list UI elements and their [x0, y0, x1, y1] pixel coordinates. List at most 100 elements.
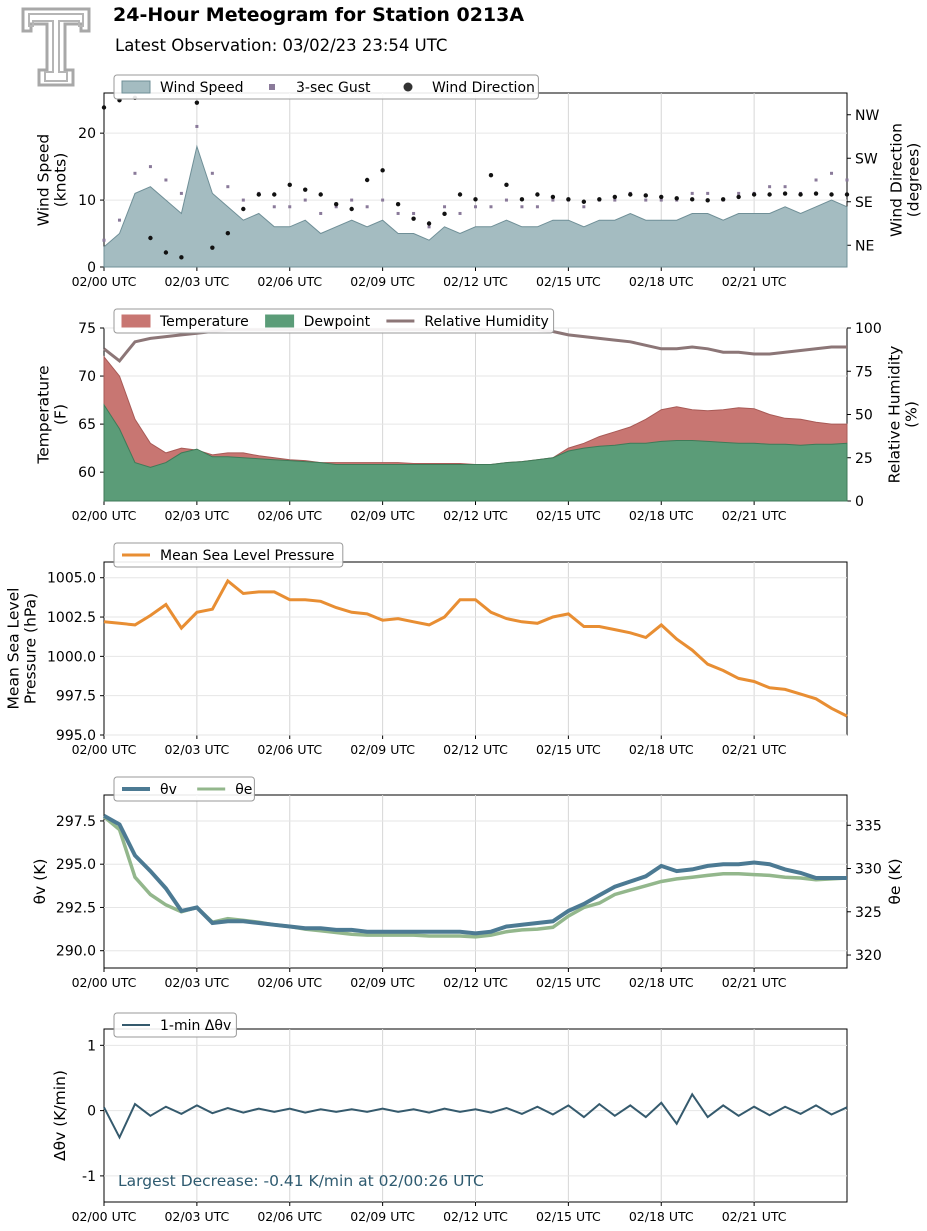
theta-e-axis-label: θe (K) [886, 858, 904, 904]
axis-label-line: Pressure (hPa) [22, 593, 40, 704]
legend-label: θv [160, 782, 177, 798]
pressure-line [103, 578, 848, 718]
x-tick-label: 02/00 UTC [72, 742, 137, 757]
gust-marker [551, 198, 555, 202]
y2-tick-label: 320 [855, 948, 882, 964]
y-tick-label: 65 [78, 417, 96, 433]
axis-label-line: Relative Humidity [886, 346, 904, 484]
direction-marker [225, 230, 231, 236]
legend-label: Mean Sea Level Pressure [160, 548, 334, 564]
gust-marker [117, 218, 121, 222]
axis-label-line: (knots) [52, 153, 70, 208]
x-tick-label: 02/18 UTC [629, 975, 694, 990]
temperature-legend [113, 308, 555, 334]
gust-marker [783, 185, 787, 189]
y2-tick-label: 25 [855, 451, 873, 467]
direction-marker [643, 193, 648, 198]
temperature-axis-label: Temperature (F) [35, 365, 70, 464]
gust-marker [412, 211, 416, 215]
x-tick-label: 02/09 UTC [350, 274, 415, 289]
direction-marker [690, 197, 695, 202]
x-tick-label: 02/03 UTC [164, 742, 229, 757]
gust-marker [830, 171, 834, 175]
x-tick-label: 02/09 UTC [350, 1209, 415, 1224]
page-title: 24-Hour Meteogram for Station 0213A [113, 4, 525, 26]
direction-marker [163, 250, 169, 255]
dtheta-line [103, 1092, 848, 1140]
direction-marker [535, 192, 540, 197]
axis-label-line: Wind Speed [35, 134, 53, 226]
pressure-axis-label: Mean Sea Level Pressure (hPa) [5, 588, 40, 710]
direction-marker [241, 206, 246, 212]
direction-marker [504, 182, 509, 188]
gust-marker [474, 205, 477, 209]
y2-tick-label: NW [855, 108, 879, 124]
axis-label-line: (degrees) [905, 143, 923, 218]
page-subtitle: Latest Observation: 03/02/23 23:54 UTC [115, 36, 448, 55]
gust-marker [133, 171, 137, 175]
legend-label: Temperature [159, 314, 249, 330]
axis-label-line: Temperature [35, 365, 53, 464]
x-tick-label: 02/15 UTC [536, 742, 601, 757]
y2-tick-label: 335 [855, 818, 882, 834]
x-tick-label: 02/03 UTC [164, 1209, 229, 1224]
x-tick-label: 02/06 UTC [257, 508, 322, 523]
x-tick-label: 02/06 UTC [257, 274, 322, 289]
y-tick-label: 0 [87, 260, 96, 276]
axis-label-line: θe (K) [886, 858, 904, 904]
x-tick-label: 02/12 UTC [443, 975, 508, 990]
gust-marker [148, 165, 152, 169]
direction-marker [303, 187, 308, 192]
direction-marker [457, 192, 463, 197]
y2-tick-label: 100 [855, 321, 882, 337]
gust-marker [396, 211, 400, 215]
gust-marker [350, 198, 354, 202]
x-tick-label: 02/09 UTC [350, 975, 415, 990]
x-tick-label: 02/00 UTC [72, 1209, 137, 1224]
legend-label: Wind Speed [160, 80, 244, 96]
y2-tick-label: SE [855, 195, 873, 211]
gust-marker [520, 205, 524, 209]
x-tick-label: 02/21 UTC [722, 508, 787, 523]
direction-marker [597, 197, 602, 202]
gust-marker [427, 225, 431, 229]
gust-marker [102, 238, 106, 242]
y-tick-label: 70 [78, 369, 96, 385]
y-tick-label: 290.0 [56, 944, 96, 960]
y-tick-label: 1005.0 [47, 571, 96, 587]
x-tick-label: 02/12 UTC [443, 742, 508, 757]
direction-marker [720, 197, 726, 202]
y2-tick-label: 75 [855, 364, 873, 380]
y-tick-label: 295.0 [56, 857, 96, 873]
direction-marker [364, 177, 370, 183]
direction-marker [674, 196, 679, 201]
y2-tick-label: 325 [855, 905, 882, 921]
axis-label-line: Δθv (K/min) [51, 1070, 69, 1161]
gust-marker [272, 205, 276, 209]
gust-marker [210, 171, 214, 175]
direction-marker [256, 192, 261, 197]
gust-marker [195, 124, 199, 128]
legend-label: Dewpoint [304, 314, 371, 330]
gust-marker [334, 205, 338, 209]
y2-tick-label: 0 [855, 494, 864, 510]
x-tick-label: 02/03 UTC [164, 274, 229, 289]
x-tick-label: 02/15 UTC [536, 1209, 601, 1224]
axis-label-line: (%) [903, 401, 921, 428]
pressure-legend [113, 542, 344, 568]
theta-v-line [103, 814, 847, 936]
x-tick-label: 02/18 UTC [629, 742, 694, 757]
y2-tick-label: SW [855, 151, 878, 167]
wind-legend [113, 74, 539, 100]
direction-marker [101, 105, 107, 110]
direction-marker [659, 194, 664, 200]
gust-marker [814, 178, 818, 182]
x-tick-label: 02/03 UTC [164, 975, 229, 990]
x-tick-label: 02/18 UTC [629, 1209, 694, 1224]
x-tick-label: 02/06 UTC [257, 1209, 322, 1224]
axis-label-line: θv (K) [31, 859, 49, 905]
x-tick-label: 02/15 UTC [536, 274, 601, 289]
direction-marker [844, 192, 850, 197]
direction-marker [210, 245, 215, 250]
legend-label: 1-min Δθv [160, 1018, 231, 1034]
